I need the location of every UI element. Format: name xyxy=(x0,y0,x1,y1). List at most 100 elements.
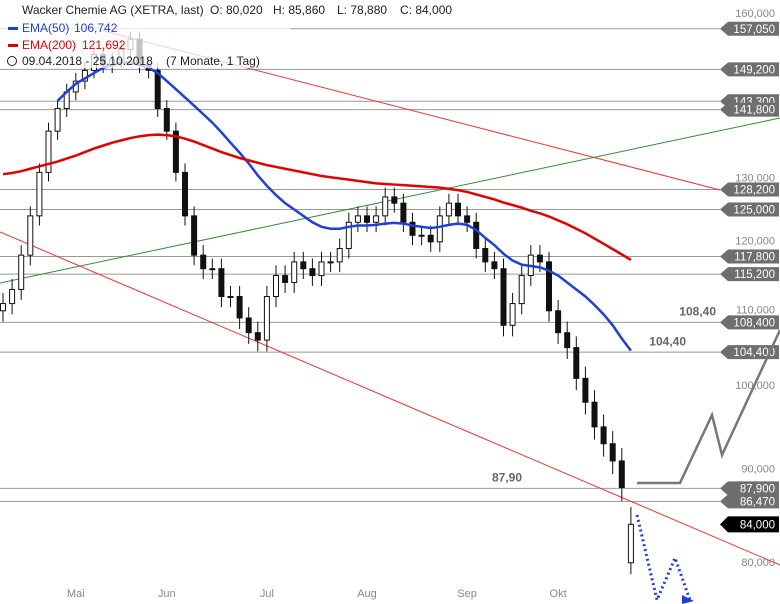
level-box xyxy=(720,345,779,360)
level-label: 108,400 xyxy=(733,317,775,329)
x-tick-label: Jun xyxy=(158,588,176,600)
candle-body xyxy=(564,332,571,349)
level-label: 86,470 xyxy=(740,496,775,508)
candle-body xyxy=(236,295,243,319)
level-label: 128,200 xyxy=(733,185,775,197)
candle-body xyxy=(582,377,589,403)
candle-body xyxy=(227,295,234,298)
level-box xyxy=(720,102,779,117)
level-label: 115,200 xyxy=(734,269,775,281)
candle-body xyxy=(464,215,471,223)
clock-icon xyxy=(7,56,17,66)
grid-layer: 160,000130,000120,000110,000100,00090,00… xyxy=(0,8,779,569)
legend-swatch xyxy=(8,44,18,47)
candle-body xyxy=(209,268,216,271)
legend-label: EMA(200) xyxy=(22,38,76,52)
level-box xyxy=(720,494,779,509)
x-tick-label: Aug xyxy=(357,588,377,600)
candle-body xyxy=(163,108,170,132)
projection xyxy=(635,514,692,604)
level-label: 157,050 xyxy=(733,24,775,36)
y-tick-label: 120,000 xyxy=(735,236,775,248)
candle-body xyxy=(518,275,525,305)
x-tick-label: Okt xyxy=(550,588,567,600)
candle-body xyxy=(191,215,198,256)
level-label: 87,900 xyxy=(740,483,775,495)
candle-body xyxy=(309,268,316,277)
level-box xyxy=(720,202,779,217)
level-label: 117,800 xyxy=(734,252,775,264)
candle-body xyxy=(9,288,16,305)
ema-line xyxy=(56,61,632,352)
candle-body xyxy=(591,401,598,428)
plot-layer: Mai Jun Jul Aug Sep Okt xyxy=(0,31,634,600)
y-tick-label: 130,000 xyxy=(735,172,775,184)
level-box xyxy=(720,182,779,197)
candle-body xyxy=(45,130,52,173)
candle-body xyxy=(0,303,6,312)
candle-body xyxy=(573,347,580,379)
candle-body xyxy=(455,202,461,217)
candle-body xyxy=(254,332,261,341)
date-span: (7 Monate, 1 Tag) xyxy=(166,54,260,68)
candle-body xyxy=(327,261,334,264)
candle-body xyxy=(546,261,552,312)
candle-body xyxy=(473,221,480,249)
legend-bg xyxy=(0,0,290,68)
candle-body xyxy=(618,460,625,488)
candle-body xyxy=(245,317,252,334)
candle-body xyxy=(418,234,425,237)
level-box xyxy=(720,267,779,282)
candle-body xyxy=(318,261,325,277)
candle-body xyxy=(354,215,361,223)
candle-body xyxy=(364,215,370,223)
trend-line xyxy=(0,117,780,284)
title: Wacker Chemie AG (XETRA, last) xyxy=(22,3,204,17)
candle-body xyxy=(154,69,161,110)
trend-line xyxy=(0,231,780,566)
quote: O: 80,020 xyxy=(210,3,263,17)
candle-body xyxy=(445,202,452,217)
y-tick-label: 160,000 xyxy=(735,8,775,20)
candle-body xyxy=(54,108,61,132)
candle-body xyxy=(427,234,434,243)
arrow-head xyxy=(682,595,694,604)
quote: C: 84,000 xyxy=(400,3,452,17)
projection xyxy=(637,329,780,485)
date-range: 09.04.2018 - 25.10.2018 xyxy=(22,54,153,68)
ema-line xyxy=(2,133,632,261)
candle-body xyxy=(273,275,279,297)
candle-body xyxy=(400,202,407,223)
legend-value: 106,742 xyxy=(74,21,118,35)
candle-body xyxy=(409,221,416,236)
quote: L: 78,880 xyxy=(337,3,387,17)
candle-body xyxy=(218,268,225,297)
candle-body xyxy=(382,196,389,217)
candle-body xyxy=(282,275,289,283)
candle-body xyxy=(291,261,298,283)
quote: H: 85,860 xyxy=(273,3,325,17)
legend-value: 121,692 xyxy=(82,38,126,52)
legend-swatch xyxy=(8,27,18,30)
level-box xyxy=(720,21,779,36)
level-box xyxy=(720,481,779,496)
level-label: 141,800 xyxy=(733,105,775,117)
y-tick-label: 80,000 xyxy=(741,557,775,569)
candle-body xyxy=(627,523,634,564)
candle-body xyxy=(36,171,43,217)
level-box xyxy=(720,315,779,330)
last-price-box xyxy=(720,516,779,533)
candle-body xyxy=(600,426,607,445)
candle-body xyxy=(436,215,443,243)
last-price-label: 84,000 xyxy=(740,519,775,531)
candle-body xyxy=(345,221,352,249)
level-label: 149,200 xyxy=(733,64,775,76)
candle-body xyxy=(373,215,380,223)
candle-body xyxy=(200,254,207,270)
candle-body xyxy=(609,443,616,462)
x-tick-label: Jul xyxy=(260,588,274,600)
candle-body xyxy=(536,254,543,263)
candle-body xyxy=(555,310,562,334)
annotation: 104,40 xyxy=(649,334,686,348)
